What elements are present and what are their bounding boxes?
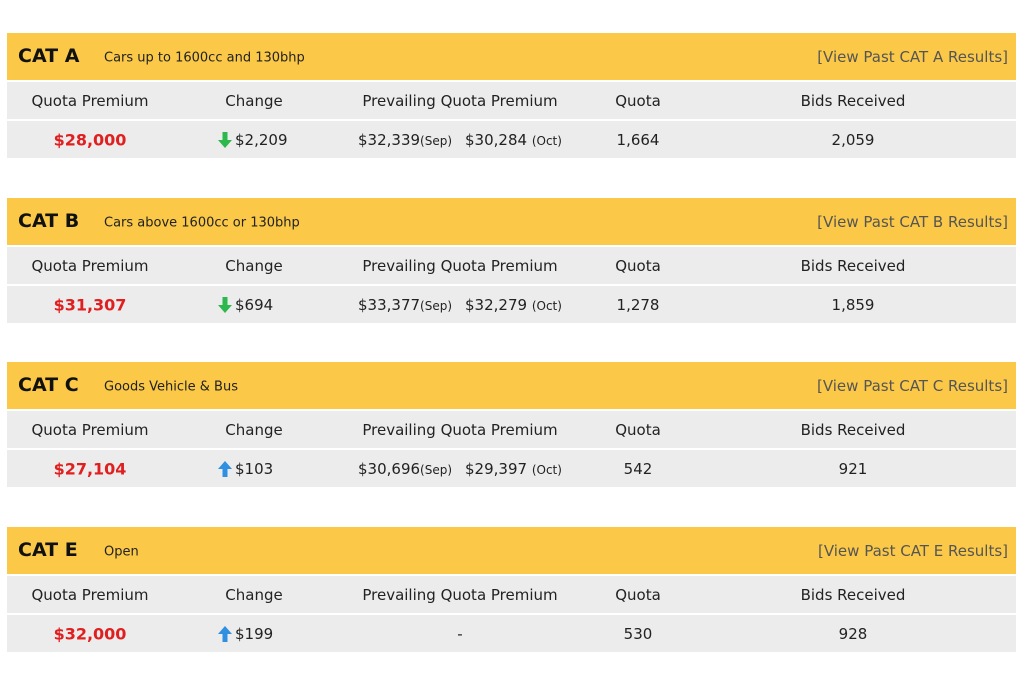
column-header: Quota Premium [31,256,149,275]
change-value: $694 [235,295,274,314]
prevailing-value: $33,377 [358,295,421,314]
category-header: CAT E Open [View Past CAT E Results] [7,526,1016,574]
column-header: Quota [615,421,661,439]
change-value: $2,209 [235,131,288,149]
column-header: Prevailing Quota Premium [362,585,558,604]
category-description: Cars up to 1600cc and 130bhp [104,50,305,66]
category-section: CAT C Goods Vehicle & Bus [View Past CAT C… [7,362,1016,488]
bids-value: 1,859 [831,295,875,314]
column-header: Quota [615,92,661,110]
prevailing-value: $29,397 [465,460,528,478]
data-row: $31,307 $694 $33,377(Sep) $32,279 (Oct) 1,27… [7,285,1016,323]
bids-value: 921 [838,460,868,478]
column-header: Change [225,256,283,275]
category-description: Open [104,544,139,559]
category-name: CAT C [18,374,79,396]
prevailing-value: $30,696 [358,460,421,478]
prevailing-premium: $32,339(Sep) [358,131,452,149]
quota-premium: $28,000 [53,130,127,150]
category-section: CAT A Cars up to 1600cc and 130bhp [View P… [7,33,1016,159]
prevailing-premium: $32,279 (Oct) [465,296,562,314]
column-header: Prevailing Quota Premium [362,92,558,110]
category-section: CAT B Cars above 1600cc or 130bhp [View Pa… [7,197,1016,324]
prevailing-month: (Oct) [531,463,562,477]
category-header: CAT C Goods Vehicle & Bus [View Past CAT C… [7,362,1016,409]
prevailing-value: $32,279 [465,295,528,314]
past-results-link[interactable]: [View Past CAT B Results] [817,212,1008,231]
prevailing-premium: $33,377(Sep) [358,296,452,314]
column-header: Prevailing Quota Premium [362,421,558,439]
category-header: CAT B Cars above 1600cc or 130bhp [View Pa… [7,197,1016,245]
column-header: Bids Received [800,92,906,110]
prevailing-month: (Sep) [420,134,453,148]
category-name: CAT B [18,209,80,232]
column-header: Quota [615,585,661,604]
prevailing-month: (Oct) [531,134,562,148]
prevailing-month: (Sep) [420,463,453,477]
prevailing-premium: - [457,624,463,643]
column-header: Change [225,92,283,110]
category-name: CAT E [18,538,78,561]
prevailing-premium: $30,696(Sep) [358,460,452,478]
category-section: CAT E Open [View Past CAT E Results] Quota … [7,526,1016,653]
category-header: CAT A Cars up to 1600cc and 130bhp [View P… [7,33,1016,80]
column-header: Change [225,585,283,604]
column-header: Quota Premium [31,92,149,110]
prevailing-premium: $30,284 (Oct) [465,131,562,149]
category-description: Cars above 1600cc or 130bhp [104,215,300,230]
data-row: $27,104 $103 $30,696(Sep) $29,397 (Oct) 542 9… [7,450,1016,487]
column-header-row: Quota Premium Change Prevailing Quota Prem… [7,411,1016,448]
prevailing-month: (Oct) [531,298,562,313]
prevailing-month: (Sep) [420,298,453,313]
change-value: $199 [235,624,274,643]
column-header: Prevailing Quota Premium [362,256,558,275]
quota-value: 530 [623,624,653,643]
quota-premium: $27,104 [53,459,127,479]
arrow-up [218,625,232,642]
column-header-row: Quota Premium Change Prevailing Quota Prem… [7,246,1016,284]
prevailing-premium: $29,397 (Oct) [465,460,562,478]
column-header: Change [225,421,283,439]
column-header: Quota Premium [31,585,149,604]
quota-value: 542 [623,460,653,478]
bids-value: 928 [838,624,868,643]
column-header: Quota [615,256,661,275]
column-header: Bids Received [800,256,906,275]
column-header: Bids Received [800,421,906,439]
past-results-link[interactable]: [View Past CAT C Results] [816,377,1008,395]
quota-premium: $31,307 [53,295,127,314]
prevailing-value: $32,339 [358,131,421,149]
data-row: $32,000 $199 - 530 928 [7,614,1016,652]
category-description: Goods Vehicle & Bus [104,379,238,395]
arrow-down [218,296,232,313]
prevailing-value: $30,284 [465,131,528,149]
column-header-row: Quota Premium Change Prevailing Quota Prem… [7,82,1016,119]
quota-value: 1,278 [616,295,660,314]
column-header-row: Quota Premium Change Prevailing Quota Prem… [7,575,1016,613]
category-name: CAT A [18,45,80,67]
data-row: $28,000 $2,209 $32,339(Sep) $30,284 (Oct) 1,… [7,121,1016,158]
past-results-link[interactable]: [View Past CAT A Results] [817,48,1008,66]
bids-value: 2,059 [831,131,875,149]
arrow-down [218,132,232,148]
arrow-up [218,461,232,477]
quota-value: 1,664 [616,131,660,149]
column-header: Quota Premium [31,421,149,439]
past-results-link[interactable]: [View Past CAT E Results] [817,541,1008,560]
column-header: Bids Received [800,585,906,604]
quota-premium: $32,000 [53,624,127,643]
change-value: $103 [235,460,274,478]
